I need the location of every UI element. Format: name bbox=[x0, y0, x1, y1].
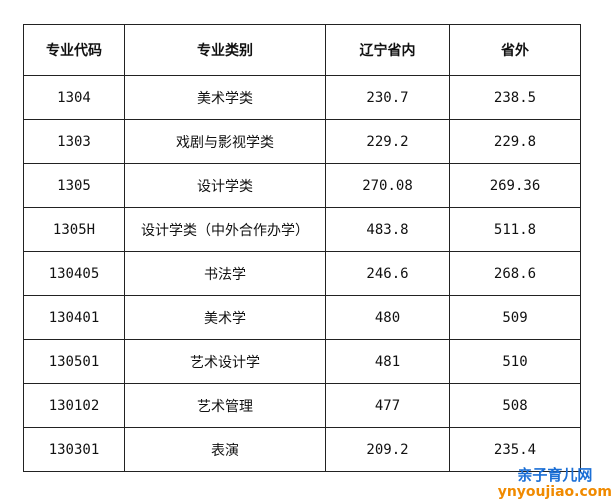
table-row: 130501 艺术设计学 481 510 bbox=[23, 339, 581, 384]
cell-major-code: 130401 bbox=[23, 295, 125, 340]
header-row: 专业代码 专业类别 辽宁省内 省外 bbox=[23, 24, 581, 76]
cell-major-code: 130501 bbox=[23, 339, 125, 384]
cell-major-code: 1305 bbox=[23, 163, 125, 208]
cell-major-code: 130405 bbox=[23, 251, 125, 296]
cell-in-province-score: 483.8 bbox=[325, 207, 450, 252]
cell-in-province-score: 230.7 bbox=[325, 75, 450, 120]
header-out-of-province: 省外 bbox=[449, 24, 581, 76]
header-in-province: 辽宁省内 bbox=[325, 24, 450, 76]
table-row: 130102 艺术管理 477 508 bbox=[23, 383, 581, 428]
watermark-site-name: 亲子育儿网 bbox=[517, 466, 593, 484]
table-row: 130405 书法学 246.6 268.6 bbox=[23, 251, 581, 296]
table-row: 1305H 设计学类（中外合作办学） 483.8 511.8 bbox=[23, 207, 581, 252]
cell-major-code: 1303 bbox=[23, 119, 125, 164]
cell-in-province-score: 481 bbox=[325, 339, 450, 384]
cell-major-category: 设计学类 bbox=[124, 163, 326, 208]
table-header: 专业代码 专业类别 辽宁省内 省外 bbox=[23, 24, 581, 76]
cell-major-category: 美术学 bbox=[124, 295, 326, 340]
cell-major-category: 美术学类 bbox=[124, 75, 326, 120]
cell-major-category: 戏剧与影视学类 bbox=[124, 119, 326, 164]
table-row: 1304 美术学类 230.7 238.5 bbox=[23, 75, 581, 120]
cell-major-category: 艺术设计学 bbox=[124, 339, 326, 384]
table-row: 1305 设计学类 270.08 269.36 bbox=[23, 163, 581, 208]
cell-major-category: 设计学类（中外合作办学） bbox=[124, 207, 326, 252]
cell-in-province-score: 477 bbox=[325, 383, 450, 428]
table-row: 1303 戏剧与影视学类 229.2 229.8 bbox=[23, 119, 581, 164]
cell-out-of-province-score: 269.36 bbox=[449, 163, 581, 208]
cell-major-code: 130102 bbox=[23, 383, 125, 428]
cell-major-category: 书法学 bbox=[124, 251, 326, 296]
watermark-domain: ynyoujiao.com bbox=[497, 484, 612, 500]
cell-out-of-province-score: 511.8 bbox=[449, 207, 581, 252]
table-row: 130401 美术学 480 509 bbox=[23, 295, 581, 340]
cell-out-of-province-score: 509 bbox=[449, 295, 581, 340]
cell-major-category: 表演 bbox=[124, 427, 326, 472]
cell-major-code: 1305H bbox=[23, 207, 125, 252]
site-watermark: 亲子育儿网 ynyoujiao.com bbox=[497, 466, 612, 500]
cell-in-province-score: 209.2 bbox=[325, 427, 450, 472]
cell-in-province-score: 270.08 bbox=[325, 163, 450, 208]
cell-in-province-score: 480 bbox=[325, 295, 450, 340]
cell-out-of-province-score: 238.5 bbox=[449, 75, 581, 120]
cell-major-code: 1304 bbox=[23, 75, 125, 120]
cell-in-province-score: 246.6 bbox=[325, 251, 450, 296]
cell-out-of-province-score: 229.8 bbox=[449, 119, 581, 164]
cell-in-province-score: 229.2 bbox=[325, 119, 450, 164]
cell-out-of-province-score: 268.6 bbox=[449, 251, 581, 296]
cell-out-of-province-score: 510 bbox=[449, 339, 581, 384]
header-major-code: 专业代码 bbox=[23, 24, 125, 76]
header-major-category: 专业类别 bbox=[124, 24, 326, 76]
cell-out-of-province-score: 235.4 bbox=[449, 427, 581, 472]
cell-out-of-province-score: 508 bbox=[449, 383, 581, 428]
cell-major-category: 艺术管理 bbox=[124, 383, 326, 428]
table-body: 1304 美术学类 230.7 238.5 1303 戏剧与影视学类 229.2… bbox=[23, 75, 581, 472]
table-row: 130301 表演 209.2 235.4 bbox=[23, 427, 581, 472]
cell-major-code: 130301 bbox=[23, 427, 125, 472]
score-table: 专业代码 专业类别 辽宁省内 省外 1304 美术学类 230.7 238.5 … bbox=[23, 24, 581, 472]
